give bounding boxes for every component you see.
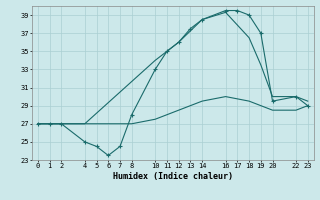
X-axis label: Humidex (Indice chaleur): Humidex (Indice chaleur) [113, 172, 233, 181]
